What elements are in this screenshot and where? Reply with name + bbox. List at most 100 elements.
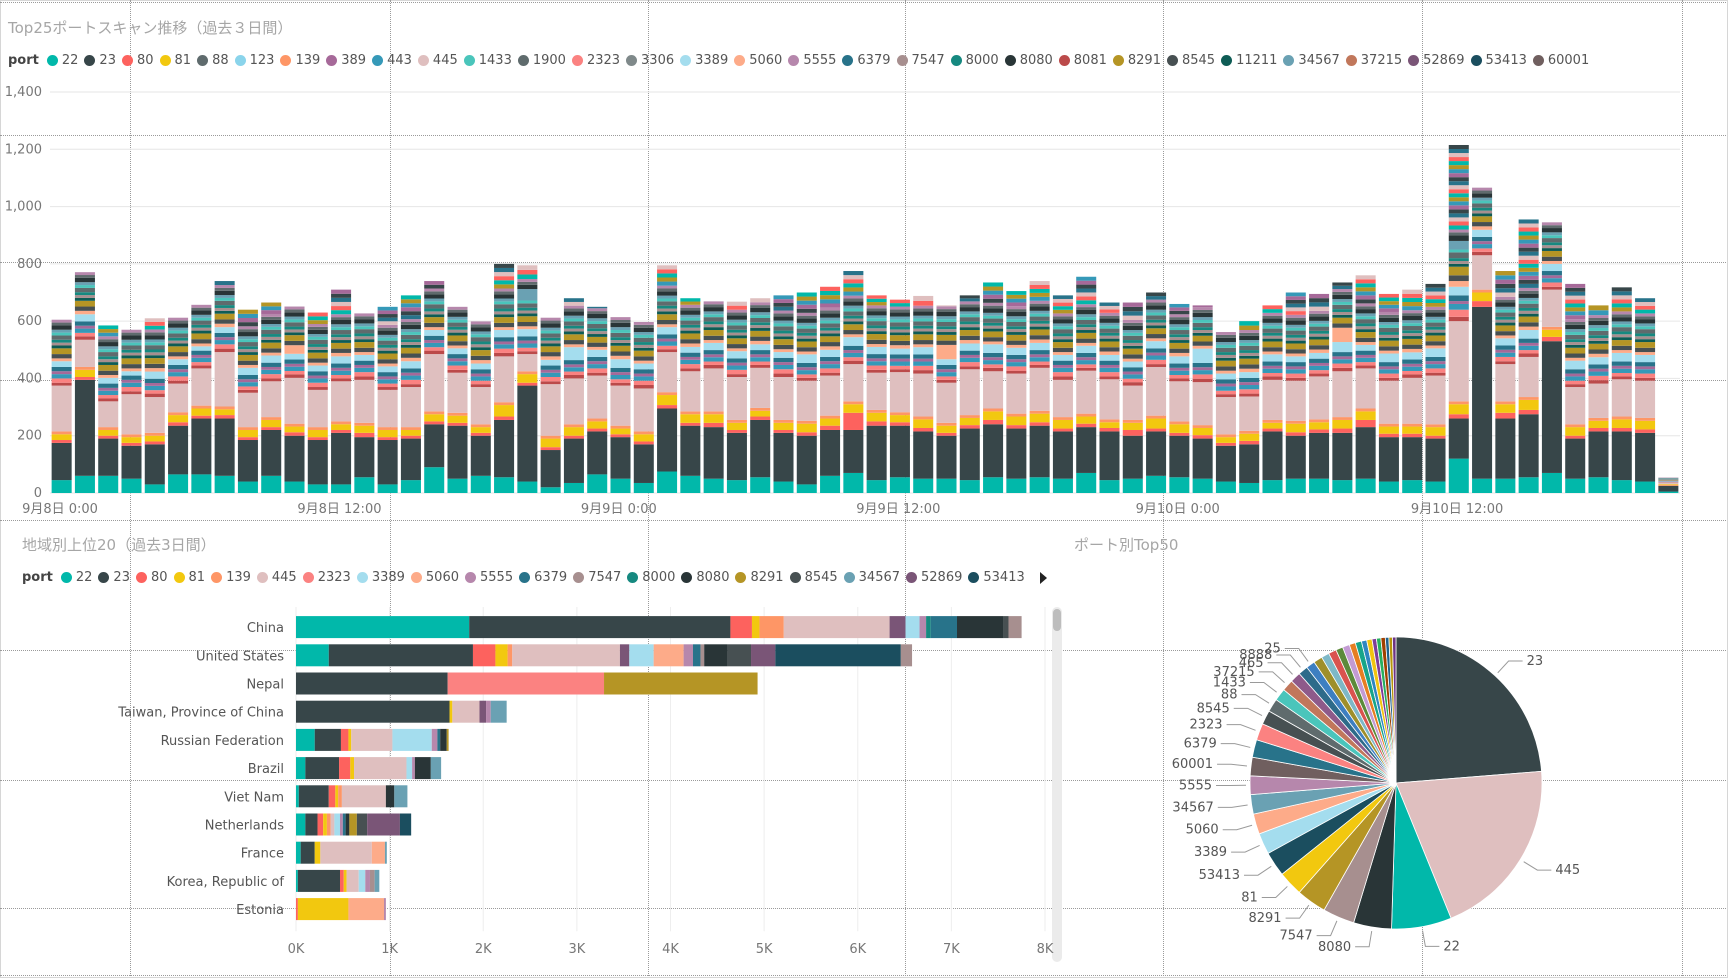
bar-segment-other [796, 300, 817, 305]
scrollbar-thumb[interactable] [1053, 609, 1061, 631]
region-legend-item-8291[interactable]: 8291 [735, 570, 784, 585]
bar-segment-53413 [775, 644, 901, 667]
top-legend-item-52869[interactable]: 52869 [1408, 53, 1465, 68]
bar-segment-1433 [494, 301, 515, 305]
bar-segment-139 [121, 434, 142, 438]
region-legend-item-445[interactable]: 445 [256, 570, 297, 585]
top-legend-item-5555[interactable]: 5555 [788, 53, 836, 68]
top-legend-item-34567[interactable]: 34567 [1283, 53, 1340, 68]
region-legend-item-2323[interactable]: 2323 [302, 570, 351, 585]
bar-segment-88 [1099, 315, 1120, 319]
top-legend-item-8291[interactable]: 8291 [1112, 53, 1161, 68]
bar-segment-1433 [1588, 328, 1609, 331]
region-legend-item-5060[interactable]: 5060 [410, 570, 459, 585]
column-16 [424, 281, 445, 493]
bar-segment-1900 [1495, 312, 1516, 317]
bar-segment-445 [1541, 289, 1562, 327]
bar-segment-8081 [563, 374, 584, 379]
bar-segment-2323 [1588, 375, 1609, 381]
region-legend-item-52869[interactable]: 52869 [906, 570, 962, 585]
top-legend-item-5060[interactable]: 5060 [734, 53, 782, 68]
region-legend-item-23[interactable]: 23 [98, 570, 130, 585]
bar-segment-7547 [1169, 337, 1190, 341]
top-legend-item-3389[interactable]: 3389 [680, 53, 728, 68]
bar-segment-11211 [1029, 326, 1050, 330]
region-legend-item-5555[interactable]: 5555 [465, 570, 513, 585]
top-legend-item-123[interactable]: 123 [234, 53, 274, 68]
y-tick-label: 1,400 [5, 85, 42, 100]
bar-segment-443 [51, 374, 72, 379]
bar-segment-2323 [517, 347, 538, 352]
bar-segment-23 [1099, 431, 1120, 481]
top-legend-item-11211[interactable]: 11211 [1221, 53, 1277, 68]
bar-segment-445 [1588, 383, 1609, 418]
top-legend-item-445[interactable]: 445 [417, 53, 458, 68]
region-chart-scrollbar[interactable] [1052, 607, 1062, 962]
bar-segment-8291 [74, 300, 95, 307]
bar-segment-7547 [1378, 334, 1399, 338]
region-legend-item-3389[interactable]: 3389 [356, 570, 405, 585]
top-legend-item-8080[interactable]: 8080 [1004, 53, 1053, 68]
region-legend-item-81[interactable]: 81 [173, 570, 205, 585]
bar-segment-23 [296, 700, 450, 723]
bar-segment-139 [1378, 423, 1399, 427]
bar-segment-other [1192, 305, 1213, 308]
bar-segment-8545 [750, 336, 771, 341]
top-legend-item-7547[interactable]: 7547 [896, 53, 945, 68]
top-legend-item-8081[interactable]: 8081 [1058, 53, 1107, 68]
bar-segment-6379 [1378, 362, 1399, 367]
top-legend-item-3306[interactable]: 3306 [626, 53, 674, 68]
column-33 [820, 286, 841, 493]
bar-segment-1433 [1541, 235, 1562, 239]
bar-segment-139 [507, 644, 513, 667]
bar-segment-1433 [284, 319, 305, 323]
region-legend-item-139[interactable]: 139 [211, 570, 251, 585]
top-legend-item-88[interactable]: 88 [197, 53, 229, 68]
bar-segment-other [657, 265, 678, 270]
top-legend-item-389[interactable]: 389 [326, 53, 366, 68]
bar-segment-81 [1169, 424, 1190, 433]
bar-segment-2323 [820, 368, 841, 373]
top-legend-item-6379[interactable]: 6379 [842, 53, 891, 68]
legend-next-arrow[interactable] [1040, 572, 1047, 584]
bar-segment-81 [1495, 404, 1516, 413]
region-chart-visual[interactable]: 地域別上位20（過去3日間） port 22 23 80 81 139 445 2323 33… [0, 525, 1070, 975]
bar-segment-22 [121, 478, 142, 493]
bar-segment-81 [726, 422, 747, 430]
region-legend-item-53413[interactable]: 53413 [968, 570, 1025, 585]
top-legend-item-23[interactable]: 23 [84, 53, 116, 68]
bar-segment-139 [261, 417, 282, 420]
region-legend-item-7547[interactable]: 7547 [573, 570, 621, 585]
region-legend-item-80[interactable]: 80 [135, 570, 168, 585]
bar-segment-other [237, 317, 258, 323]
top-legend-item-22[interactable]: 22 [46, 53, 78, 68]
top-legend-item-1900[interactable]: 1900 [517, 53, 566, 68]
top-legend-item-53413[interactable]: 53413 [1470, 53, 1527, 68]
region-legend-item-22[interactable]: 22 [60, 570, 92, 585]
bar-segment-5555 [1472, 187, 1493, 191]
region-legend-item-34567[interactable]: 34567 [843, 570, 900, 585]
bar-segment-23 [300, 841, 315, 864]
region-legend-item-8545[interactable]: 8545 [789, 570, 838, 585]
top-legend-item-139[interactable]: 139 [280, 53, 320, 68]
bar-segment-5060 [400, 357, 421, 362]
region-legend-item-8000[interactable]: 8000 [627, 570, 675, 585]
region-legend-item-6379[interactable]: 6379 [519, 570, 567, 585]
top-legend-item-1433[interactable]: 1433 [463, 53, 512, 68]
port-pie-visual[interactable]: ポート別Top50 23 445 22 8080 7547 8291 81 53413 3389… [1070, 525, 1728, 975]
top-legend-item-37215[interactable]: 37215 [1345, 53, 1402, 68]
top-legend-item-443[interactable]: 443 [372, 53, 412, 68]
region-legend-item-8080[interactable]: 8080 [681, 570, 729, 585]
top-chart-visual[interactable]: Top25ポートスキャン推移（過去３日間） port 22 23 80 81 88 123… [0, 0, 1728, 525]
top-legend-item-8000[interactable]: 8000 [950, 53, 999, 68]
bar-segment-22 [773, 481, 794, 493]
bar-segment-8081 [1402, 374, 1423, 378]
top-legend-item-80[interactable]: 80 [121, 53, 154, 68]
bar-segment-7547 [700, 644, 705, 667]
top-legend-item-2323[interactable]: 2323 [571, 53, 620, 68]
bar-segment-11211 [1565, 344, 1586, 348]
top-legend-item-81[interactable]: 81 [159, 53, 191, 68]
top-legend-item-8545[interactable]: 8545 [1166, 53, 1215, 68]
top-legend-item-60001[interactable]: 60001 [1532, 53, 1589, 68]
bar-segment-22 [191, 474, 212, 493]
